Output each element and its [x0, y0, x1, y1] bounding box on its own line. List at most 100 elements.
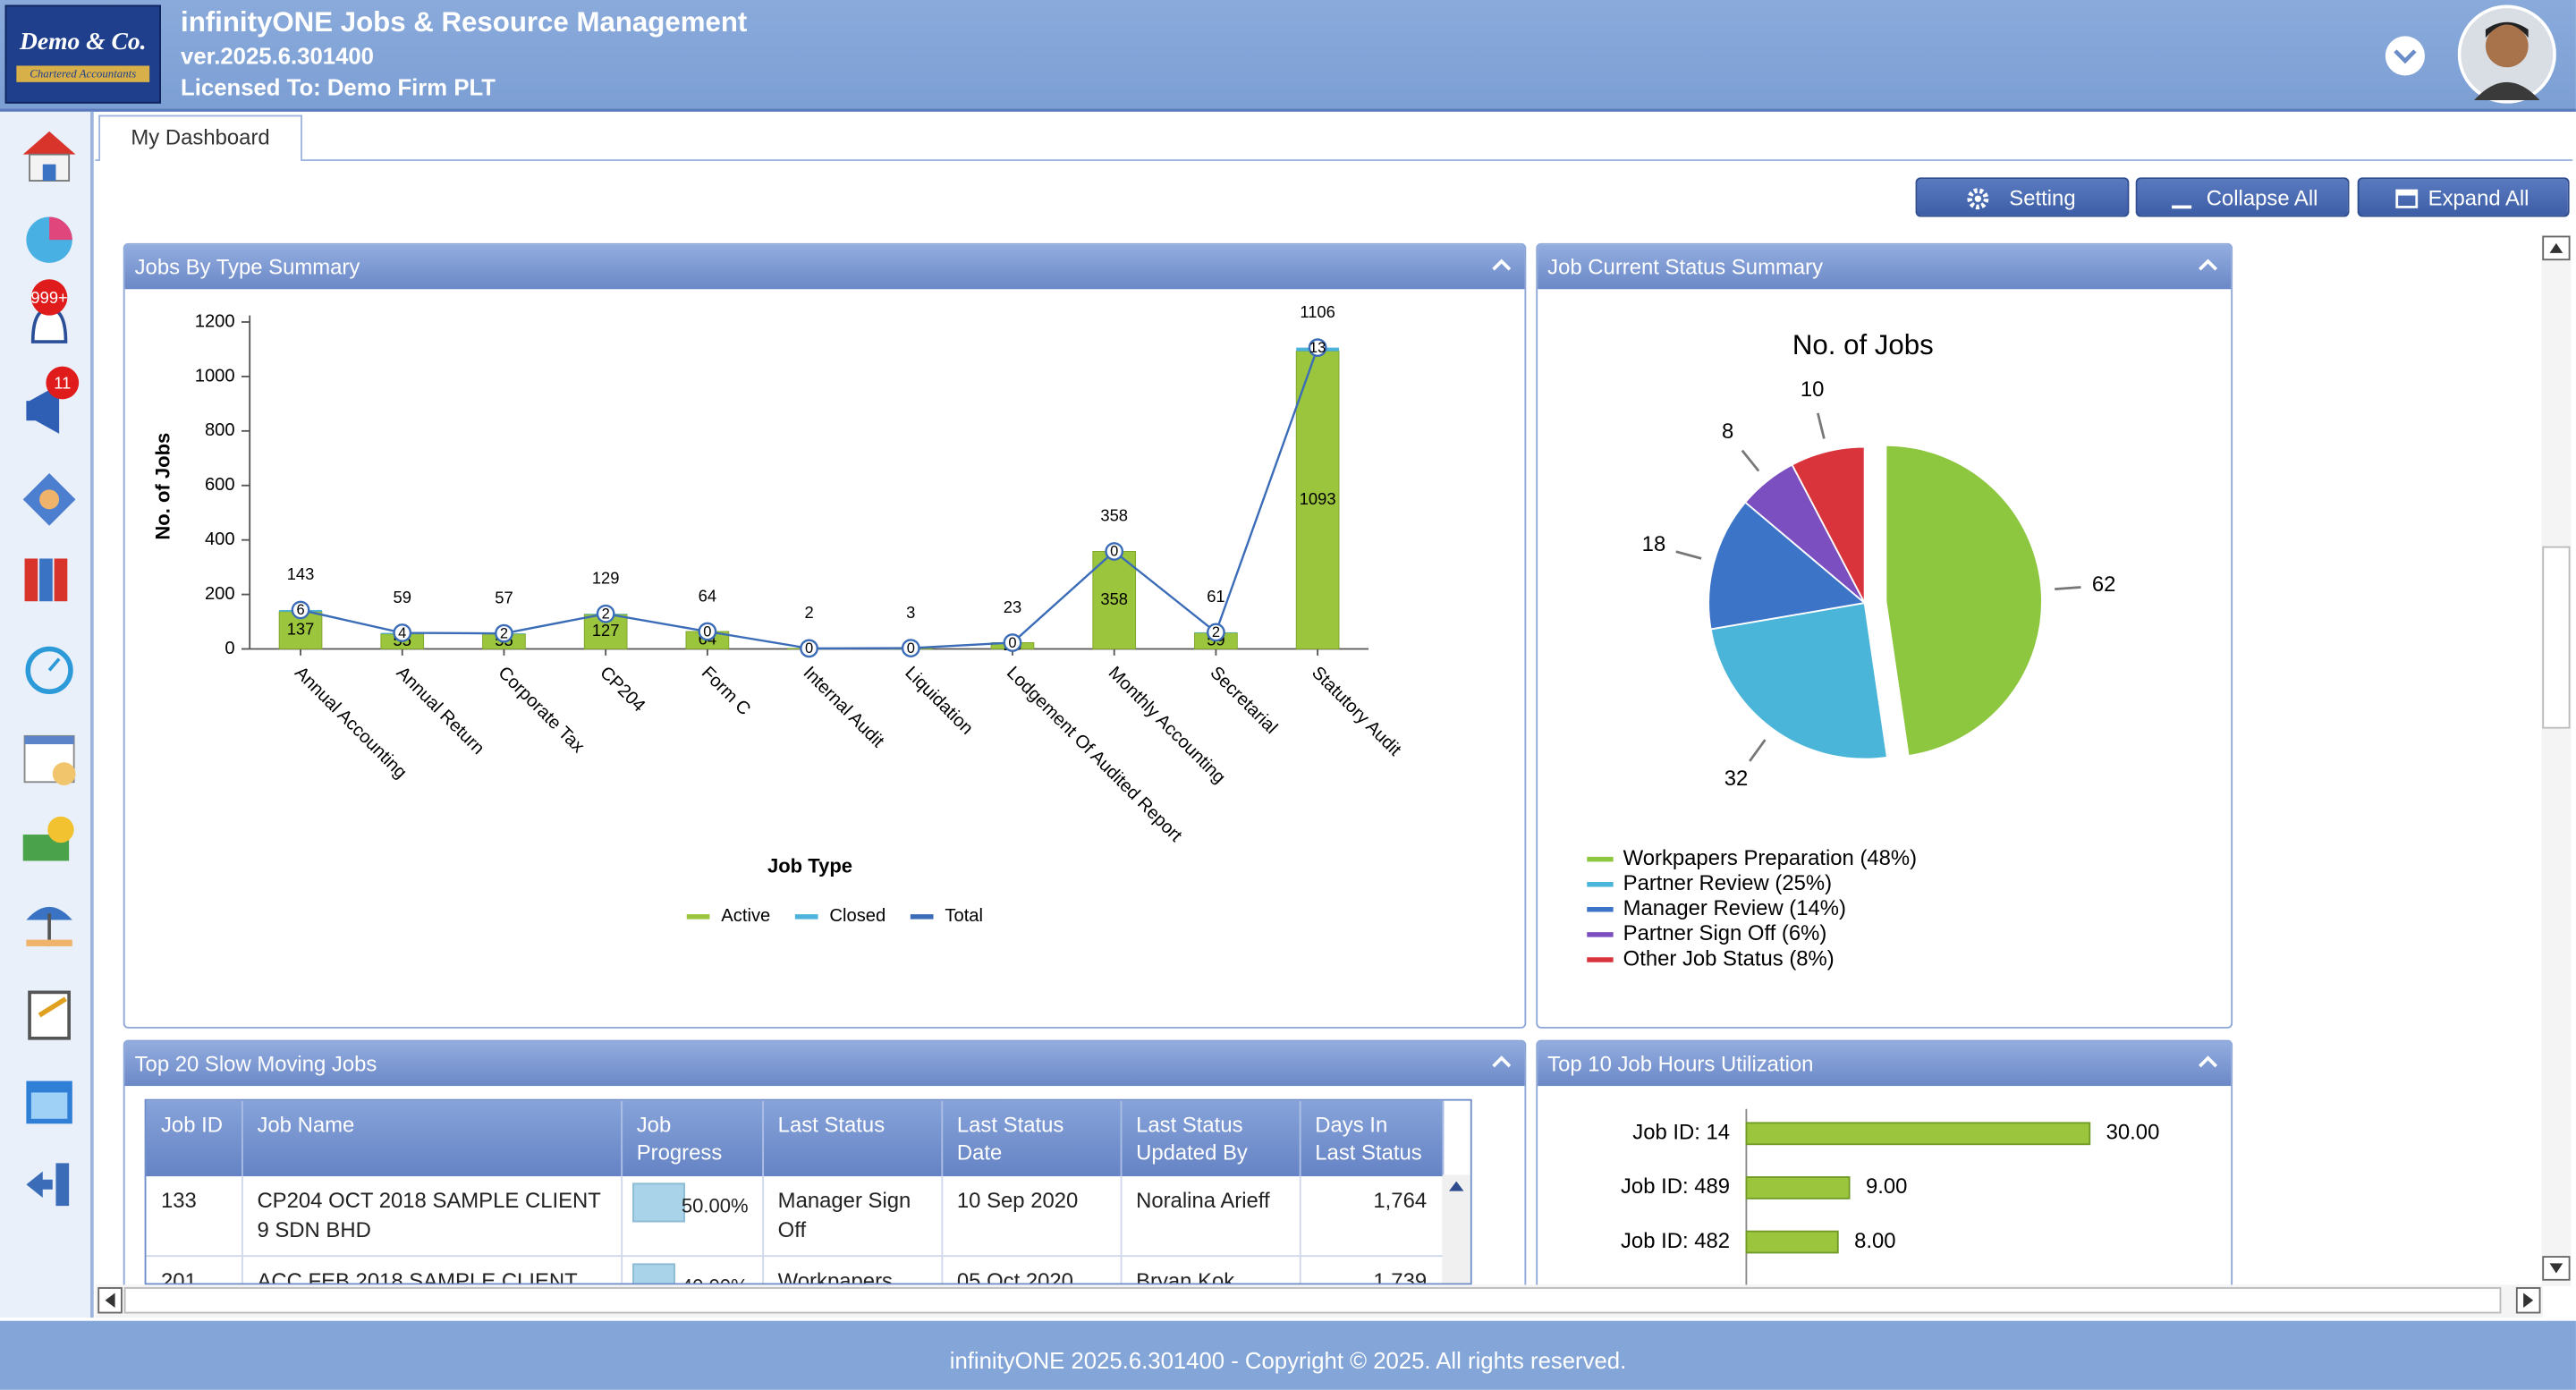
marker-label: 2 — [1212, 623, 1220, 640]
data-label: 1093 — [1300, 489, 1336, 508]
app-title: infinityONE Jobs & Resource Management — [181, 6, 748, 38]
legend-label: Active — [721, 906, 770, 926]
y-tick-label: 800 — [205, 420, 235, 440]
button-label: Collapse All — [2206, 185, 2318, 211]
data-label: 23 — [1004, 598, 1021, 616]
leave-icon[interactable] — [26, 906, 72, 946]
leader-line — [1741, 449, 1760, 472]
avatar[interactable] — [2457, 4, 2556, 104]
handshake-icon[interactable] — [22, 472, 76, 526]
y-tick-label: 0 — [225, 639, 234, 658]
sidebar: 999+ 11 — [0, 111, 94, 1318]
setting-button[interactable]: Setting — [1915, 177, 2130, 217]
marker-label: 0 — [1110, 543, 1118, 560]
bar — [1092, 550, 1137, 649]
vertical-scrollbar[interactable] — [2540, 234, 2573, 1287]
collapse-button[interactable]: Collapse All — [2135, 177, 2350, 217]
logout-icon[interactable] — [26, 1163, 70, 1207]
data-label: 61 — [1207, 587, 1224, 606]
x-tick-label: Form C — [698, 663, 754, 719]
y-tick-label: 200 — [205, 584, 235, 604]
x-tick-label: Annual Return — [393, 663, 488, 759]
horizontal-scrollbar[interactable] — [95, 1284, 2544, 1318]
panel: Jobs By Type Summary — [123, 242, 1527, 1029]
chart-title: No. of Jobs — [1792, 329, 1934, 360]
announcement-icon[interactable]: 11 — [26, 366, 80, 434]
panel-header: Top 10 Job Hours Utilization — [1538, 1041, 2232, 1087]
progress-bar — [631, 1182, 684, 1223]
x-tick-label: Liquidation — [901, 663, 977, 739]
tab[interactable]: My Dashboard — [98, 114, 302, 161]
task-icon[interactable] — [28, 990, 71, 1040]
home-icon[interactable] — [22, 131, 76, 182]
progress-label: 40.00% — [682, 1272, 749, 1283]
table-cell: 133 — [146, 1176, 242, 1258]
logo-name: Demo & Co. — [19, 30, 147, 56]
line-marker — [1207, 623, 1225, 642]
marker-label: 2 — [602, 605, 610, 622]
data-label: 9.00 — [1866, 1174, 1907, 1199]
y-axis-title: No. of Jobs — [151, 433, 174, 540]
table-scrollbar[interactable] — [1442, 1174, 1470, 1284]
chart-icon[interactable] — [26, 216, 72, 263]
collapse-caret[interactable] — [1492, 1055, 1512, 1068]
marker-label: 0 — [805, 640, 813, 657]
y-tick-label: Job ID: 482 — [1621, 1229, 1730, 1253]
data-label: 2 — [804, 603, 813, 622]
table-cell: 201 — [146, 1256, 242, 1284]
line-marker — [495, 623, 513, 643]
app-license: Licensed To: Demo Firm PLT — [181, 73, 496, 101]
slice-label: 18 — [1642, 532, 1666, 556]
panel-header: Job Current Status Summary — [1538, 244, 2232, 290]
table-row: 133 CP204 OCT 2018 SAMPLE CLIENT 9 SDN BH… — [146, 1176, 1444, 1258]
table-cell: Bryan Kok — [1120, 1256, 1301, 1284]
legend-label: Other Job Status (8%) — [1623, 946, 1835, 970]
data-label: 143 — [287, 564, 315, 583]
data-label: 358 — [1100, 589, 1128, 608]
table-cell: Manager Sign Off — [762, 1176, 943, 1258]
money-icon[interactable] — [22, 816, 74, 861]
progress-cell: 40.00% — [621, 1256, 764, 1284]
calendar-doc-icon[interactable] — [23, 734, 76, 785]
pie-slice — [1791, 445, 1866, 604]
line-marker — [901, 639, 920, 657]
data-label: 64 — [699, 586, 716, 605]
progress-cell: 50.00% — [621, 1176, 764, 1258]
timer-icon[interactable] — [25, 646, 73, 695]
slow-jobs-table: Job ID Job Name Job Progress Last Status Las… — [146, 1100, 1444, 1284]
collapse-caret[interactable] — [2199, 258, 2218, 271]
y-tick-label: Job ID: 14 — [1632, 1121, 1730, 1145]
slice-label: 10 — [1801, 377, 1825, 402]
table-cell: ACC FEB 2018 SAMPLE CLIENT 14 — [241, 1256, 623, 1284]
panel-header: Jobs By Type Summary — [124, 244, 1525, 290]
notification-icon[interactable]: 999+ — [30, 279, 68, 343]
data-label: 3 — [906, 603, 915, 622]
legend-label: Partner Sign Off (6%) — [1623, 921, 1827, 945]
legend-label: Total — [945, 906, 983, 926]
marker-label: 0 — [907, 640, 915, 657]
slice-label: 62 — [2092, 572, 2116, 597]
logo-sub: Chartered Accountants — [16, 65, 150, 82]
marker-label: 0 — [703, 623, 711, 640]
data-label: 358 — [1100, 506, 1128, 525]
dropdown-button[interactable] — [2382, 35, 2428, 81]
table-cell: CP204 OCT 2018 SAMPLE CLIENT 9 SDN BHD — [241, 1176, 623, 1258]
panel: Top 10 Job Hours Utilization — [1536, 1039, 2233, 1303]
collapse-caret[interactable] — [2199, 1055, 2218, 1068]
panel-header: Top 20 Slow Moving Jobs — [124, 1041, 1525, 1087]
marker-label: 4 — [398, 624, 406, 641]
expand-button[interactable]: Expand All — [2357, 177, 2570, 217]
pie-slice — [1707, 501, 1867, 631]
line-marker — [698, 622, 717, 641]
calendar-icon[interactable] — [26, 1081, 72, 1124]
slice-label: 32 — [1724, 767, 1749, 791]
logo: Demo & Co. Chartered Accountants — [4, 4, 161, 104]
tab-line — [95, 159, 2573, 161]
button-label: Setting — [2009, 185, 2076, 211]
collapse-caret[interactable] — [1492, 258, 1512, 271]
table-cell: 1,764 — [1299, 1176, 1444, 1258]
files-icon[interactable] — [24, 558, 68, 602]
